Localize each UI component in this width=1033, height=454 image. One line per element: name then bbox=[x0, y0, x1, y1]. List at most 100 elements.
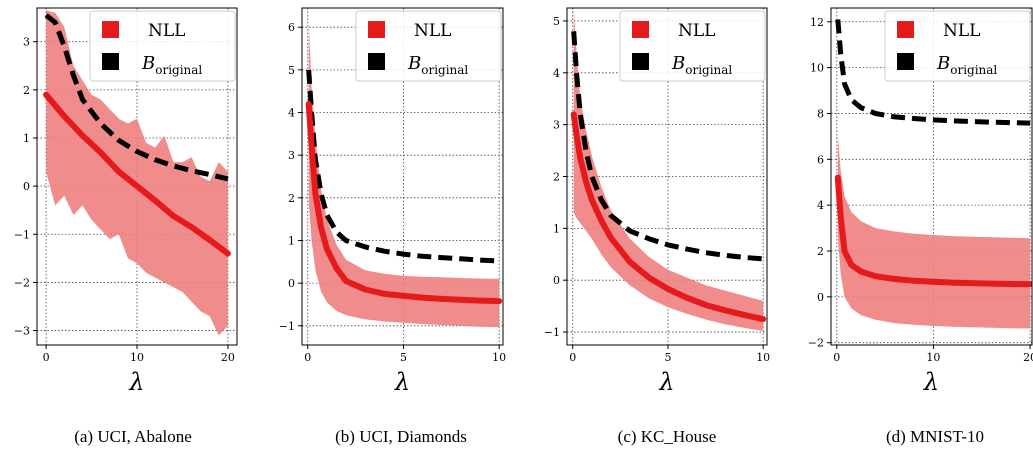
y-tick-label: 0 bbox=[288, 277, 295, 290]
y-tick-label: 6 bbox=[288, 21, 295, 34]
y-tick-label: 2 bbox=[23, 84, 30, 97]
y-tick-label: 1 bbox=[23, 132, 30, 145]
nll-line bbox=[43, 91, 231, 257]
nll-band bbox=[837, 134, 1031, 329]
y-tick-label: 0 bbox=[817, 291, 824, 304]
y-tick-label: 4 bbox=[817, 199, 824, 212]
caption-b: (b) UCI, Diamonds bbox=[335, 427, 467, 446]
legend-nll-label: NLL bbox=[414, 21, 451, 41]
legend-original-sub: original bbox=[155, 63, 202, 77]
subplot-2: 0 5 10 −1 0 1 2 3 4 5 λ NLL Boriginal bbox=[544, 7, 770, 396]
plot-area bbox=[834, 19, 1032, 329]
y-tick-label: 2 bbox=[553, 171, 560, 184]
legend-original-sub: original bbox=[421, 63, 468, 77]
legend-nll-label: NLL bbox=[943, 21, 980, 41]
x-tick-label: 5 bbox=[400, 351, 407, 364]
original-line bbox=[306, 69, 500, 264]
y-tick-label: 5 bbox=[553, 15, 560, 28]
plot-area bbox=[570, 8, 767, 331]
nll-band bbox=[308, 22, 500, 328]
legend-original-main: B bbox=[936, 53, 950, 74]
original-line bbox=[835, 19, 1031, 126]
legend-box bbox=[619, 10, 766, 82]
y-tick-label: 1 bbox=[553, 222, 560, 235]
legend-nll-swatch bbox=[102, 21, 119, 38]
x-tick-label: 10 bbox=[756, 351, 770, 364]
legend-box bbox=[884, 10, 1031, 82]
legend-original-main: B bbox=[671, 53, 685, 74]
x-tick-label: 0 bbox=[304, 351, 311, 364]
y-tick-label: −2 bbox=[808, 337, 824, 350]
legend-original-sub: original bbox=[950, 63, 997, 77]
y-tick-label: 2 bbox=[817, 245, 824, 258]
y-tick-label: 4 bbox=[288, 107, 295, 120]
y-tick-label: −1 bbox=[279, 320, 295, 333]
caption-d: (d) MNIST-10 bbox=[885, 427, 985, 446]
x-axis-label: λ bbox=[658, 368, 674, 396]
original-line bbox=[571, 31, 764, 262]
caption-a: (a) UCI, Abalone bbox=[74, 427, 192, 446]
x-tick-label: 0 bbox=[833, 351, 840, 364]
x-tick-label: 10 bbox=[492, 351, 506, 364]
y-tick-label: 2 bbox=[288, 192, 295, 205]
plot-area bbox=[43, 10, 231, 336]
legend-box bbox=[355, 10, 502, 82]
legend-original-swatch bbox=[632, 53, 649, 70]
legend-original-sub: original bbox=[685, 63, 732, 77]
x-tick-label: 0 bbox=[43, 351, 50, 364]
legend-original-label: Boriginal bbox=[936, 53, 997, 77]
legend-original-label: Boriginal bbox=[141, 53, 202, 77]
legend-nll-label: NLL bbox=[148, 21, 185, 41]
original-line bbox=[44, 13, 229, 182]
legend-original-label: Boriginal bbox=[407, 53, 468, 77]
caption-c: (c) KC_House bbox=[617, 427, 717, 446]
axes-frame bbox=[830, 7, 1033, 346]
y-tick-label: 1 bbox=[288, 234, 295, 247]
legend-nll-swatch bbox=[368, 21, 385, 38]
x-axis-label: λ bbox=[923, 368, 939, 396]
nll-line bbox=[305, 101, 503, 305]
plot-area bbox=[305, 22, 503, 328]
nll-band bbox=[46, 10, 228, 336]
y-tick-label: 0 bbox=[23, 180, 30, 193]
subplot-3: 0 10 20 −2 0 2 4 6 8 10 12 λ NLL Boriginal bbox=[808, 7, 1033, 396]
legend-original-swatch bbox=[368, 53, 385, 70]
y-tick-label: 0 bbox=[553, 274, 560, 287]
y-tick-label: −1 bbox=[14, 228, 30, 241]
axes-frame bbox=[301, 7, 504, 346]
legend-original-main: B bbox=[407, 53, 421, 74]
legend-original-main: B bbox=[141, 53, 155, 74]
nll-line bbox=[834, 174, 1032, 288]
x-tick-label: 10 bbox=[926, 351, 940, 364]
x-axis-label: λ bbox=[128, 368, 144, 396]
subplot-0: 0 10 20 −3 −2 −1 0 1 2 3 λ NLL Boriginal bbox=[14, 7, 238, 396]
y-tick-label: 3 bbox=[553, 119, 560, 132]
y-tick-label: 3 bbox=[23, 36, 30, 49]
legend-box bbox=[89, 10, 236, 82]
x-tick-label: 0 bbox=[569, 351, 576, 364]
legend-nll-swatch bbox=[632, 21, 649, 38]
y-tick-label: 6 bbox=[817, 153, 824, 166]
x-tick-label: 20 bbox=[221, 351, 235, 364]
y-tick-label: 12 bbox=[810, 16, 824, 29]
x-tick-label: 20 bbox=[1023, 351, 1033, 364]
x-tick-label: 5 bbox=[664, 351, 671, 364]
y-tick-label: 3 bbox=[288, 149, 295, 162]
legend-original-label: Boriginal bbox=[671, 53, 732, 77]
y-tick-label: 4 bbox=[553, 67, 560, 80]
y-tick-label: −1 bbox=[544, 326, 560, 339]
subplot-1: 0 5 10 −1 0 1 2 3 4 5 6 λ NLL Boriginal bbox=[279, 7, 506, 396]
x-axis-label: λ bbox=[394, 368, 410, 396]
nll-line bbox=[570, 111, 767, 323]
y-tick-label: 10 bbox=[810, 62, 824, 75]
y-tick-label: −2 bbox=[14, 276, 30, 289]
y-tick-label: 8 bbox=[817, 107, 824, 120]
x-tick-label: 10 bbox=[130, 351, 144, 364]
y-tick-label: −3 bbox=[14, 325, 30, 338]
y-tick-label: 5 bbox=[288, 64, 295, 77]
legend-nll-swatch bbox=[897, 21, 914, 38]
legend-original-swatch bbox=[897, 53, 914, 70]
legend-nll-label: NLL bbox=[678, 21, 715, 41]
legend-original-swatch bbox=[102, 53, 119, 70]
